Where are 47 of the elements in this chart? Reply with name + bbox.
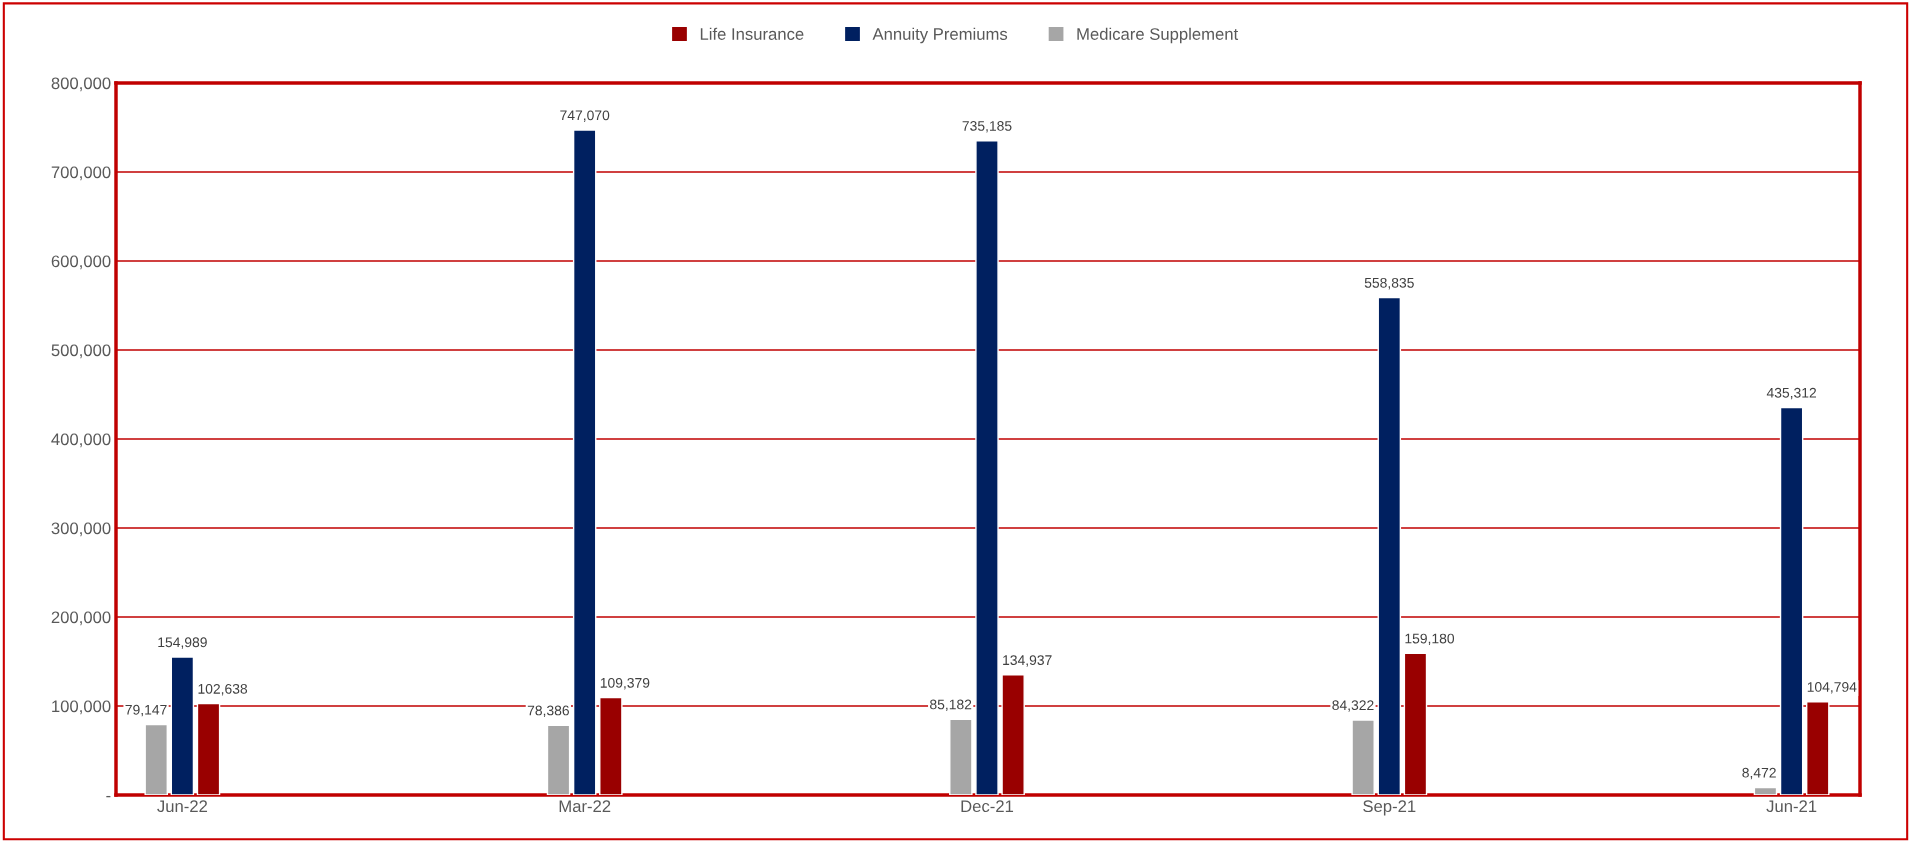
bar: [1753, 786, 1778, 795]
data-label: 102,638: [198, 683, 248, 696]
data-label: 85,182: [930, 699, 972, 711]
data-label: 79,147: [125, 704, 167, 717]
data-label: 104,794: [1807, 682, 1857, 694]
bar: [546, 724, 571, 795]
bar: [196, 702, 221, 795]
bar: [1001, 674, 1025, 795]
y-tick-label: 400,000: [51, 433, 111, 448]
y-tick-label: 800,000: [51, 77, 111, 92]
data-label: 8,472: [1742, 767, 1776, 780]
y-tick-label: 500,000: [51, 344, 111, 359]
y-tick-label: 300,000: [51, 522, 111, 537]
bar: [975, 139, 999, 795]
x-tick-label: Jun-22: [157, 800, 208, 813]
data-label: 78,386: [527, 705, 569, 718]
y-tick-label: -: [106, 795, 111, 798]
data-label: 435,312: [1766, 387, 1817, 400]
bar: [1779, 406, 1804, 795]
x-tick-label: Mar-22: [559, 800, 611, 813]
legend-label: Life Insurance: [700, 27, 804, 40]
bar: [1805, 701, 1830, 795]
y-tick-label: 700,000: [51, 166, 111, 181]
legend-label: Medicare Supplement: [1077, 27, 1239, 44]
data-label: 159,180: [1405, 633, 1455, 646]
x-tick-label: Jun-21: [1766, 800, 1817, 813]
y-tick-label: 100,000: [52, 700, 111, 715]
data-label: 154,989: [158, 637, 207, 649]
x-tick-label: Sep-21: [1363, 800, 1416, 816]
bar: [1403, 652, 1428, 795]
data-label: 134,937: [1003, 655, 1052, 667]
y-tick-label: 200,000: [51, 611, 111, 626]
data-label: 84,322: [1332, 700, 1374, 712]
bar: [1377, 296, 1402, 795]
data-label: 558,835: [1364, 277, 1414, 290]
bar: [599, 696, 623, 795]
bar: [144, 723, 168, 795]
bar: [170, 656, 195, 795]
data-label: 747,070: [560, 110, 610, 122]
bar: [1351, 719, 1375, 795]
y-tick-label: 600,000: [51, 255, 111, 270]
bar: [949, 718, 973, 795]
legend-label: Annuity Premiums: [872, 27, 1008, 44]
data-label: 735,185: [962, 120, 1012, 133]
data-label: 109,379: [600, 677, 650, 690]
x-tick-label: Dec-21: [961, 800, 1014, 813]
bar: [572, 129, 597, 795]
